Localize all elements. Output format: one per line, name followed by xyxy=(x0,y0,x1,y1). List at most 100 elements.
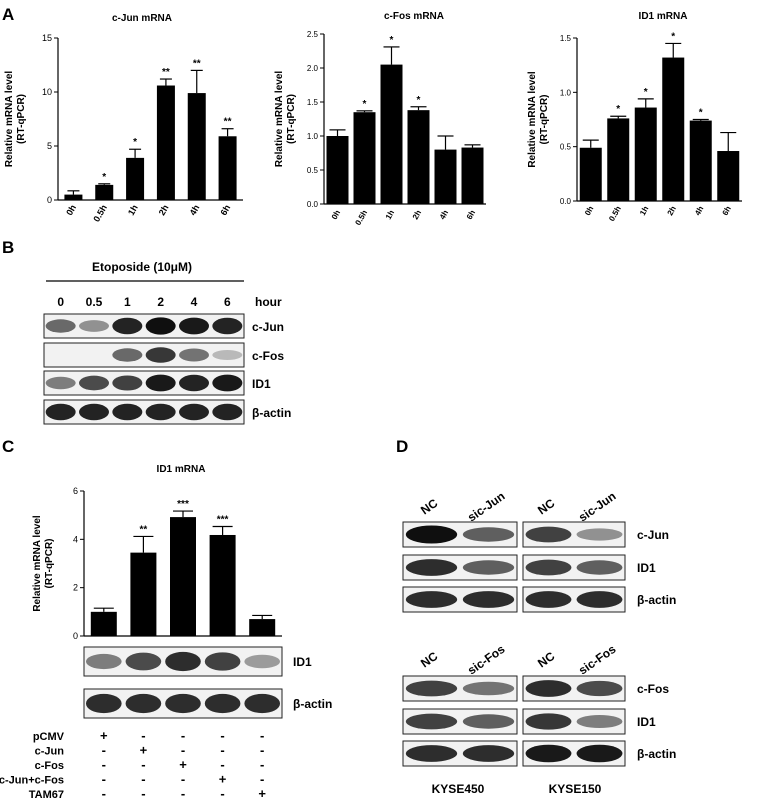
band xyxy=(525,713,572,730)
chart-title: c-Fos mRNA xyxy=(384,11,444,22)
band xyxy=(79,375,109,391)
band xyxy=(462,714,515,729)
band xyxy=(45,403,76,421)
blot-row-label: c-Jun xyxy=(637,528,669,542)
chart-cjun-mrna: c-Jun mRNA 0 5 10 15 Relative mRNA level(RT-q… xyxy=(4,13,243,224)
bar xyxy=(579,147,602,201)
band xyxy=(145,317,176,335)
condition-sign: - xyxy=(141,772,145,787)
significance-marker: *** xyxy=(177,499,189,510)
x-tick-label: 0.5h xyxy=(353,208,369,226)
band xyxy=(212,317,243,335)
significance-marker: * xyxy=(102,172,106,183)
band xyxy=(212,350,243,360)
bar xyxy=(461,147,484,204)
condition-sign: - xyxy=(260,757,264,772)
blot-row-label: c-Fos xyxy=(637,682,669,696)
lane-label: sic-Fos xyxy=(465,642,508,678)
band xyxy=(462,591,515,608)
band xyxy=(576,591,623,608)
y-tick-label: 0 xyxy=(47,195,52,205)
condition-sign: + xyxy=(179,757,187,772)
band xyxy=(525,591,572,608)
condition-sign: - xyxy=(220,743,224,758)
blot-row-label: c-Fos xyxy=(252,349,284,363)
bar xyxy=(407,110,430,204)
chart-cfos-mrna: c-Fos mRNA 0.0 0.5 1.0 1.5 2.0 2.5 Relative mRN… xyxy=(274,11,486,227)
condition-label: c-Fos xyxy=(35,760,64,772)
panel-label-c: C xyxy=(2,437,14,456)
hour-tick: 0 xyxy=(57,295,64,309)
y-tick-label: 0.0 xyxy=(560,197,572,206)
band xyxy=(576,680,623,697)
y-tick-label: 2.5 xyxy=(307,30,319,39)
significance-marker: * xyxy=(133,137,137,148)
significance-marker: ** xyxy=(193,58,201,69)
blot-row-label: ID1 xyxy=(293,655,312,669)
band xyxy=(79,320,109,332)
band xyxy=(165,693,201,714)
x-tick-label: 2h xyxy=(411,208,424,221)
y-axis-label: Relative mRNA level(RT-qPCR) xyxy=(4,71,27,168)
x-tick-label: 0h xyxy=(330,208,343,221)
band xyxy=(462,745,515,762)
band xyxy=(179,348,209,362)
bar xyxy=(95,184,114,200)
band xyxy=(525,526,572,543)
significance-marker: *** xyxy=(217,515,229,526)
x-tick-label: 0h xyxy=(64,203,78,217)
blot-row-frame xyxy=(43,399,245,425)
band xyxy=(525,680,572,697)
band xyxy=(112,348,143,362)
y-tick-label: 0.5 xyxy=(560,143,572,152)
band xyxy=(85,653,122,670)
band xyxy=(212,374,243,392)
band xyxy=(125,652,162,671)
bar xyxy=(90,611,117,636)
significance-marker: ** xyxy=(162,67,170,78)
band xyxy=(244,693,281,714)
y-tick-label: 15 xyxy=(42,33,52,43)
condition-sign: - xyxy=(220,786,224,801)
y-tick-label: 4 xyxy=(73,534,78,544)
lane-label: sic-Jun xyxy=(576,489,618,525)
condition-label: pCMV xyxy=(33,731,65,743)
condition-sign: - xyxy=(181,786,185,801)
condition-sign: - xyxy=(141,757,145,772)
hour-tick: 4 xyxy=(191,295,198,309)
y-tick-label: 1.5 xyxy=(560,34,572,43)
blot-row-label: β-actin xyxy=(637,593,676,607)
hour-tick: 2 xyxy=(157,295,164,309)
y-tick-label: 10 xyxy=(42,87,52,97)
blot-row-frame xyxy=(43,370,245,396)
band xyxy=(85,693,122,714)
x-tick-label: 2h xyxy=(157,203,171,217)
condition-sign: - xyxy=(102,786,106,801)
condition-sign: - xyxy=(260,728,264,743)
x-tick-label: 4h xyxy=(693,204,706,217)
bar xyxy=(380,64,403,204)
significance-marker: ** xyxy=(224,117,232,128)
x-tick-label: 4h xyxy=(438,208,451,221)
y-axis-label-line: (RT-qPCR) xyxy=(539,95,550,145)
blot-row-frame xyxy=(43,313,245,339)
x-tick-label: 6h xyxy=(721,204,734,217)
x-tick-label: 0.5h xyxy=(91,203,109,224)
bar xyxy=(64,194,83,200)
y-tick-label: 2 xyxy=(73,583,78,593)
condition-sign: - xyxy=(102,743,106,758)
blot-row-frame xyxy=(43,342,245,368)
panel-label-b: B xyxy=(2,238,14,257)
lane-label: NC xyxy=(535,649,558,671)
condition-label: c-Jun+c-Fos xyxy=(0,775,64,787)
x-tick-label: 2h xyxy=(666,204,679,217)
band xyxy=(405,680,458,697)
cell-line-label: KYSE450 xyxy=(432,782,485,796)
blot-row-label: β-actin xyxy=(637,747,676,761)
y-axis-label-line: (RT-qPCR) xyxy=(16,94,27,144)
band xyxy=(405,745,458,762)
blot-row-label: ID1 xyxy=(637,715,656,729)
panel-label-a: A xyxy=(2,5,14,24)
condition-sign: - xyxy=(181,728,185,743)
band xyxy=(576,528,623,541)
